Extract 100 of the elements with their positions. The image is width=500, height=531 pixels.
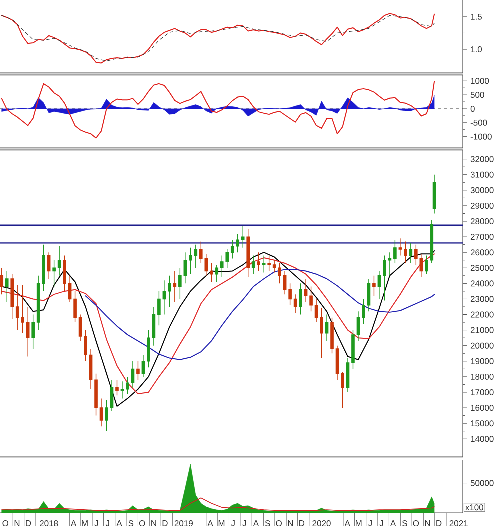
y-tick-label: 29000 — [470, 202, 494, 209]
y-tick-label: 1.5 — [471, 14, 482, 20]
candlestick — [168, 276, 172, 308]
candlestick — [394, 240, 397, 264]
candlestick — [184, 252, 188, 284]
candlestick — [352, 330, 355, 370]
y-tick-label: 32000 — [470, 156, 494, 162]
candlestick — [63, 255, 66, 292]
candlestick — [346, 358, 350, 393]
x-tick-label: M — [356, 520, 362, 526]
y-tick-label: 20000 — [470, 342, 494, 349]
x-tick-label: J — [94, 520, 98, 526]
x-tick-label: N — [288, 520, 294, 526]
candlestick — [126, 376, 130, 394]
candlestick — [94, 373, 98, 416]
candlestick — [26, 306, 30, 358]
x-tick-label: O — [2, 520, 9, 527]
candlestick — [210, 263, 214, 282]
candlestick — [58, 246, 62, 276]
y-tick-label: -500 — [470, 120, 488, 126]
x-tick-label: J — [380, 520, 384, 526]
y-tick-label: 1.0 — [471, 46, 482, 53]
x-tick-label: A — [253, 520, 260, 526]
x-tick-label: D — [300, 520, 305, 526]
y-tick-label: 18000 — [471, 374, 494, 380]
candlestick — [341, 372, 344, 408]
candlestick — [314, 298, 318, 323]
candlestick — [272, 260, 276, 274]
y-tick-label: 30000 — [470, 187, 494, 194]
x-tick-label: J — [242, 520, 246, 526]
candlestick — [325, 314, 329, 342]
candlestick — [320, 308, 324, 359]
y-tick-label: 26000 — [470, 250, 494, 256]
y-tick-label: 22000 — [470, 312, 494, 318]
x-tick-label: J — [368, 520, 372, 526]
x-tick-label: O — [276, 520, 282, 527]
y-tick-label: 17000 — [471, 389, 494, 396]
candlestick — [36, 276, 40, 331]
candlestick — [372, 276, 376, 296]
candlestick — [252, 255, 256, 275]
candlestick — [262, 255, 266, 274]
y-tick-label: 19000 — [471, 358, 494, 364]
x-tick-label: 2019 — [174, 520, 193, 527]
candlestick — [84, 330, 88, 362]
candlestick — [404, 241, 408, 264]
y-tick-label: 23000 — [470, 296, 494, 302]
candlestick — [299, 283, 302, 316]
x-tick-label: J — [231, 520, 235, 526]
candlestick — [189, 248, 192, 275]
candlestick — [430, 220, 434, 264]
candlestick — [420, 254, 424, 278]
x-tick-label: O — [413, 520, 420, 527]
candlestick — [116, 380, 119, 396]
x-tick-label: A — [70, 520, 77, 526]
candlestick — [294, 294, 298, 314]
candlestick — [356, 311, 360, 342]
y-tick-label: 1000 — [471, 78, 490, 84]
y-tick-label: 14000 — [471, 436, 494, 442]
x-tick-label: A — [116, 520, 122, 526]
y-tick-label: 500 — [470, 92, 484, 98]
y-tick-label: 31000 — [470, 172, 494, 178]
candlestick — [105, 400, 108, 432]
candlestick — [42, 244, 46, 292]
candlestick — [100, 398, 104, 428]
x-tick-label: 2018 — [40, 520, 58, 527]
candlestick — [425, 255, 428, 275]
x-tick-label: D — [162, 520, 168, 526]
x-tick-label: J — [106, 520, 110, 526]
candlestick — [215, 264, 219, 282]
candlestick — [5, 270, 9, 303]
x-tick-label: N — [14, 520, 20, 526]
y-tick-label: 21000 — [470, 327, 494, 334]
y-tick-label: 24000 — [470, 280, 494, 287]
candlestick — [0, 268, 4, 295]
candlestick — [136, 361, 140, 380]
y-tick-label: 25000 — [470, 265, 494, 272]
candlestick — [378, 270, 382, 300]
x-tick-label: A — [344, 520, 350, 526]
y-tick-label: 15000 — [471, 420, 494, 427]
candlestick — [304, 278, 308, 303]
candlestick — [78, 314, 82, 342]
y-tick-label: 27000 — [470, 234, 494, 240]
candlestick — [131, 361, 135, 388]
candlestick — [120, 381, 124, 400]
x-tick-label: A — [208, 520, 214, 526]
candlestick — [52, 260, 56, 288]
candlestick — [409, 242, 413, 264]
text: x100 — [465, 504, 484, 511]
x-tick-label: S — [402, 520, 408, 527]
candlestick — [178, 268, 182, 300]
candlestick — [330, 318, 334, 354]
candlestick — [194, 244, 198, 268]
candlestick — [432, 174, 436, 214]
candlestick — [268, 255, 271, 272]
y-tick-label: 16000 — [471, 405, 494, 412]
y-tick-label: 50000 — [470, 480, 494, 486]
candlestick — [89, 348, 93, 390]
x-tick-label: N — [425, 520, 430, 526]
candlestick — [257, 252, 260, 272]
candlestick — [200, 241, 203, 264]
